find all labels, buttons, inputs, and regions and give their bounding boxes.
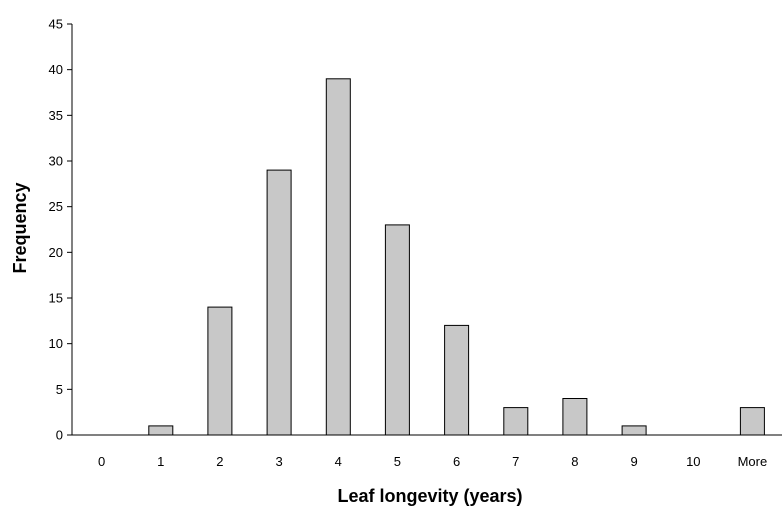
x-tick-label: 4 [335,454,342,469]
bar-5 [384,224,410,436]
y-tick-label: 5 [56,382,63,397]
plot-area [71,24,782,436]
x-tick-label: 8 [571,454,578,469]
y-tick-label: 15 [49,291,63,306]
x-tick-label: 10 [686,454,700,469]
x-tick-label: 0 [98,454,105,469]
x-tick-label: 5 [394,454,401,469]
bar-6 [444,324,470,436]
x-tick-label: More [738,454,768,469]
y-tick-label: 35 [49,108,63,123]
x-axis-title: Leaf longevity (years) [337,486,522,506]
y-tick-label: 40 [49,62,63,77]
y-axis-title: Frequency [10,182,30,273]
y-tick-label: 20 [49,245,63,260]
y-tick-label: 30 [49,154,63,169]
x-tick-label: 9 [630,454,637,469]
x-tick-label: 7 [512,454,519,469]
bar-9 [621,425,647,436]
y-tick-label: 45 [49,17,63,32]
bar-7 [503,407,529,436]
x-tick-label: 6 [453,454,460,469]
bar-8 [562,398,588,436]
x-tick-label: 2 [216,454,223,469]
y-tick-label: 10 [49,336,63,351]
y-axis-ticks: 0 5 10 15 20 25 30 35 40 45 [49,17,72,443]
x-tick-label: 1 [157,454,164,469]
x-tick-label: 3 [275,454,282,469]
bar-4 [325,78,351,436]
y-tick-label: 25 [49,199,63,214]
bar-more [739,407,765,436]
bar-1 [148,425,174,436]
bar-2 [207,306,233,436]
x-axis-ticks: 0 1 2 3 4 5 6 7 8 9 10 More [98,454,767,469]
y-tick-label: 0 [56,428,63,443]
bar-3 [266,169,292,436]
